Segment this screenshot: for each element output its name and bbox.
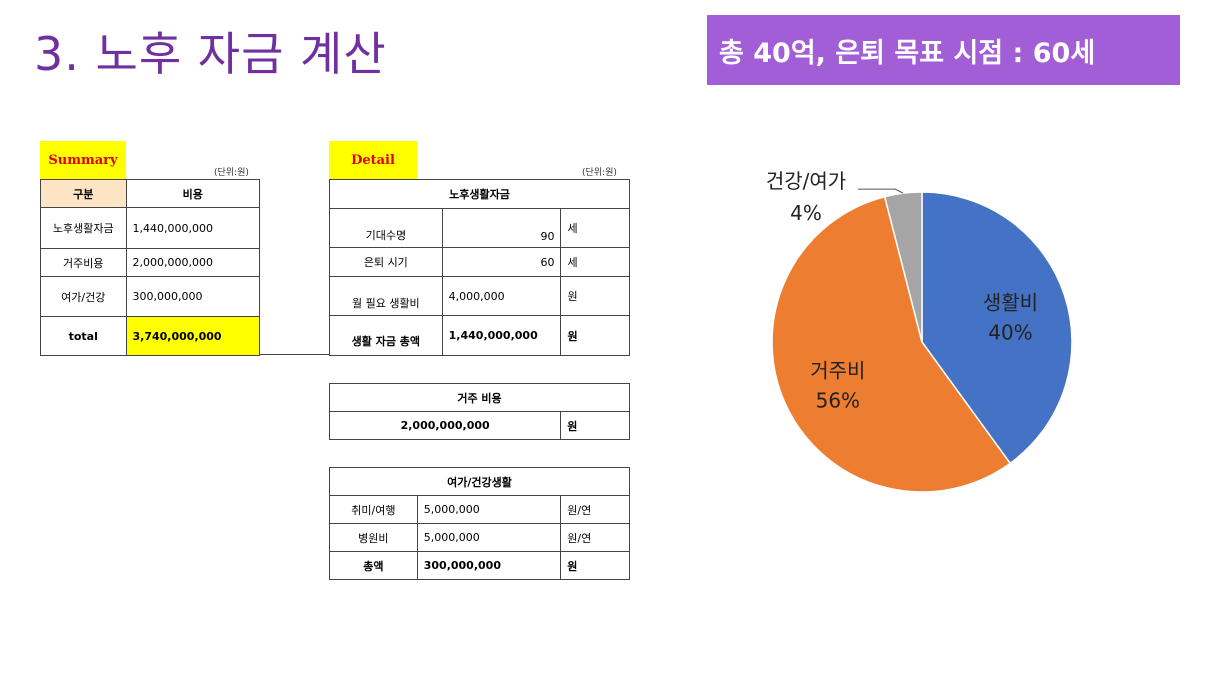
summary-label: 여가/건강 [40,276,127,317]
table-row: 병원비 5,000,000 원/연 [329,523,630,552]
pie-label-percent: 4% [790,201,822,225]
housing-cost-value: 2,000,000,000 [328,411,562,440]
divider [260,354,330,355]
leisure-unit: 원/연 [560,495,630,524]
detail-unit-cell: 원 [560,315,630,356]
detail-unit-cell: 원 [560,276,630,316]
housing-cost-table: 거주 비용 2,000,000,000 원 [328,383,630,440]
table-row: 2,000,000,000 원 [328,411,630,440]
summary-value: 2,000,000,000 [125,248,261,277]
leisure-value: 5,000,000 [416,523,562,552]
detail-label: 월 필요 생활비 [329,276,443,316]
pie-slice-1 [771,195,1012,493]
table-row: 생활 자금 총액 1,440,000,000 원 [329,315,630,356]
summary-header-cost: 비용 [125,179,261,208]
detail-unit-cell: 세 [560,208,630,248]
leisure-health-header: 여가/건강생활 [329,467,630,496]
leisure-total-value: 300,000,000 [416,551,562,580]
summary-total-value: 3,740,000,000 [125,316,261,356]
leisure-label: 취미/여행 [329,495,418,524]
table-row: total 3,740,000,000 [40,316,261,356]
summary-value: 1,440,000,000 [125,207,261,249]
table-row: 취미/여행 5,000,000 원/연 [329,495,630,524]
living-fund-header: 노후생활자금 [329,179,630,209]
leisure-label: 병원비 [329,523,418,552]
detail-value: 90 [441,208,562,248]
detail-unit: (단위:원) [582,168,617,178]
detail-total-label: 생활 자금 총액 [329,315,443,356]
summary-header-category: 구분 [40,179,127,208]
summary-value: 300,000,000 [125,276,261,317]
table-row: 거주비용 2,000,000,000 [40,248,261,277]
page-title: 3. 노후 자금 계산 [34,27,387,81]
table-row: 월 필요 생활비 4,000,000 원 [329,276,630,316]
pie-leader-line [858,188,904,194]
leisure-unit: 원/연 [560,523,630,552]
pie-label-category: 생활비 [983,290,1038,314]
detail-label: 은퇴 시기 [329,247,443,277]
pie-label-percent: 56% [816,389,860,413]
housing-cost-header: 거주 비용 [329,383,630,412]
leisure-total-label: 총액 [329,551,418,580]
housing-cost-unit: 원 [560,411,630,440]
pie-slice-0 [921,191,1073,465]
leisure-total-unit: 원 [560,551,630,580]
table-row: 노후생활자금 1,440,000,000 [40,207,261,249]
detail-total-value: 1,440,000,000 [441,315,562,356]
leisure-health-table: 여가/건강생활 취미/여행 5,000,000 원/연 병원비 5,000,00… [329,467,630,580]
pie-label-category: 건강/여가 [766,169,846,193]
summary-total-label: total [40,316,127,356]
summary-unit: (단위:원) [214,168,249,178]
table-row: 총액 300,000,000 원 [329,551,630,580]
detail-value: 60 [441,247,562,277]
detail-unit-cell: 세 [560,247,630,277]
detail-tag: Detail [329,141,417,179]
cost-pie-chart: 생활비 40% 거주비 56% 건강/여가 4% [766,169,1073,493]
pie-slice-2 [883,191,923,343]
summary-label: 거주비용 [40,248,127,277]
pie-label-category: 거주비 [810,359,865,383]
detail-label: 기대수명 [329,208,443,248]
table-row: 여가/건강 300,000,000 [40,276,261,317]
summary-tag: Summary [40,141,126,179]
goal-banner: 총 40억, 은퇴 목표 시점 : 60세 [707,15,1180,85]
summary-label: 노후생활자금 [40,207,127,249]
detail-value: 4,000,000 [441,276,562,316]
pie-label-percent: 40% [988,320,1032,344]
table-row: 은퇴 시기 60 세 [329,247,630,277]
living-fund-table: 노후생활자금 기대수명 90 세 은퇴 시기 60 세 월 필요 생활비 4,0… [329,179,630,356]
table-row: 기대수명 90 세 [329,208,630,248]
summary-table: 구분 비용 노후생활자금 1,440,000,000 거주비용 2,000,00… [40,179,261,356]
leisure-value: 5,000,000 [416,495,562,524]
